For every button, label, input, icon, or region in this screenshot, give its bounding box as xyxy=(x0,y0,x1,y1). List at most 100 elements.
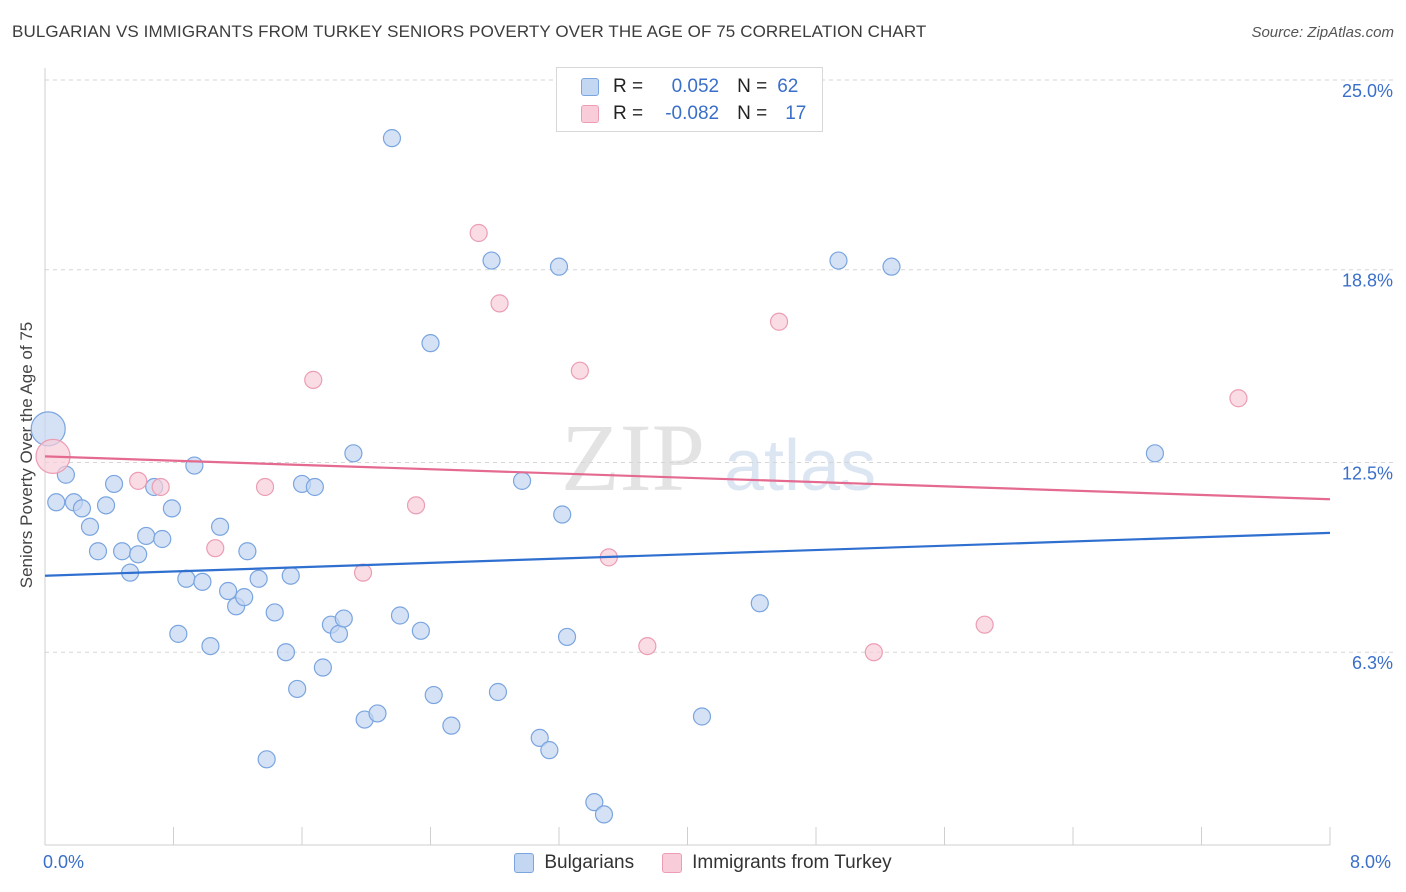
bulgarian-point xyxy=(219,581,238,601)
bulgarian-point xyxy=(553,505,572,524)
turkey-point xyxy=(255,477,275,497)
turkey-point xyxy=(406,496,426,515)
x-tick-min: 0.0% xyxy=(43,852,85,872)
chart-title: BULGARIAN VS IMMIGRANTS FROM TURKEY SENI… xyxy=(12,22,927,41)
series-legend: Bulgarians Immigrants from Turkey xyxy=(0,852,1406,874)
bulgarian-point xyxy=(882,257,901,276)
bulgarian-point xyxy=(530,728,549,748)
legend-row-turkey: R = -0.082 N = 17 xyxy=(581,101,806,127)
bulgarian-point xyxy=(411,621,430,640)
legend-bulgarians[interactable]: Bulgarians xyxy=(514,852,634,874)
bulgarians-label: Bulgarians xyxy=(544,852,635,873)
bulgarian-point xyxy=(549,257,569,276)
bulgarian-point xyxy=(96,496,116,515)
legend-row-bulgarians: R = 0.052 N = 62 xyxy=(581,74,798,100)
turkey-point xyxy=(975,615,994,634)
bulgarian-point xyxy=(281,566,300,585)
bulgarian-point xyxy=(692,707,712,726)
bulgarian-point xyxy=(112,542,132,561)
bulgarian-point xyxy=(80,517,100,536)
bulgarian-point xyxy=(368,704,387,723)
bulgarian-point xyxy=(169,624,188,643)
y-tick-label: 25.0% xyxy=(1342,81,1393,101)
bulgarian-point xyxy=(512,471,532,490)
n-label: N = xyxy=(737,103,768,124)
bulgarian-point xyxy=(1145,444,1165,463)
bulgarian-point xyxy=(421,334,440,353)
bulgarian-point xyxy=(72,499,92,518)
correlation-legend: R = 0.052 N = 62 R = -0.082 N = 17 xyxy=(556,67,823,132)
turkey-point xyxy=(151,477,170,497)
bulgarian-point xyxy=(235,588,254,607)
bulgarian-point xyxy=(257,750,276,769)
turkey-point xyxy=(353,563,373,582)
turkey-point xyxy=(864,643,883,662)
bulgarian-point xyxy=(557,627,577,647)
y-tick-label: 6.3% xyxy=(1352,653,1393,673)
turkey-point xyxy=(469,223,488,243)
bulgarian-point xyxy=(382,129,402,148)
bulgarian-point xyxy=(829,251,848,270)
bulgarian-point xyxy=(488,682,508,702)
bulgarian-point xyxy=(313,658,332,677)
bulgarian-point xyxy=(344,444,363,463)
bulgarian-point xyxy=(193,572,212,591)
turkey-trendline xyxy=(44,455,1331,501)
bulgarian-point xyxy=(88,542,108,561)
bulgarian-point xyxy=(104,474,124,494)
bulgarian-point xyxy=(153,529,172,549)
zipatlas-watermark: ZIP atlas xyxy=(561,404,876,511)
bulgarians-trendline xyxy=(44,531,1331,577)
bulgarian-point xyxy=(177,569,196,588)
turkey-point xyxy=(1229,389,1248,408)
turkey-label: Immigrants from Turkey xyxy=(692,852,892,873)
bulgarian-point xyxy=(276,643,296,662)
n-value: 62 xyxy=(777,76,799,97)
source-credit: Source: ZipAtlas.com xyxy=(1251,24,1394,41)
bulgarian-point xyxy=(482,251,501,270)
bulgarian-point xyxy=(185,456,204,475)
bulgarian-point xyxy=(585,793,604,812)
bulgarian-point xyxy=(249,569,268,588)
watermark-zip: ZIP xyxy=(561,404,705,511)
turkey-point xyxy=(206,539,225,558)
bulgarian-point xyxy=(540,741,559,760)
x-tick-max: 8.0% xyxy=(1350,852,1392,872)
bulgarians-swatch xyxy=(514,853,535,873)
bulgarian-point xyxy=(129,545,148,564)
bulgarian-point xyxy=(47,493,66,512)
legend-immigrants-turkey[interactable]: Immigrants from Turkey xyxy=(662,852,892,874)
bulgarian-point xyxy=(210,517,230,536)
y-tick-label: 18.8% xyxy=(1342,271,1393,291)
bulgarian-point xyxy=(334,609,353,628)
turkey-point xyxy=(129,471,148,490)
bulgarian-point xyxy=(238,542,257,561)
bulgarian-point xyxy=(750,594,769,613)
r-label: R = xyxy=(613,76,644,97)
turkey-point xyxy=(570,361,589,380)
bulgarian-point xyxy=(442,716,461,735)
bulgarian-point xyxy=(162,499,181,518)
pink-swatch xyxy=(581,105,599,123)
blue-swatch xyxy=(581,78,599,96)
bulgarian-point xyxy=(137,526,156,546)
watermark-atlas: atlas xyxy=(724,426,876,506)
turkey-swatch xyxy=(662,853,683,873)
r-value: -0.082 xyxy=(665,103,720,124)
bulgarian-point xyxy=(329,624,349,643)
bulgarian-point xyxy=(390,606,410,625)
bulgarian-point xyxy=(265,603,284,622)
n-label: N = xyxy=(737,76,768,97)
r-label: R = xyxy=(613,103,644,124)
turkey-point xyxy=(769,312,789,331)
turkey-point xyxy=(304,370,323,389)
n-value: 17 xyxy=(785,103,807,124)
bulgarian-point xyxy=(305,477,324,497)
r-value: 0.052 xyxy=(671,76,720,97)
turkey-point xyxy=(490,294,509,313)
bulgarian-point xyxy=(288,679,307,699)
turkey-point xyxy=(638,636,657,656)
bulgarian-point xyxy=(594,805,614,824)
bulgarian-point xyxy=(424,685,443,705)
